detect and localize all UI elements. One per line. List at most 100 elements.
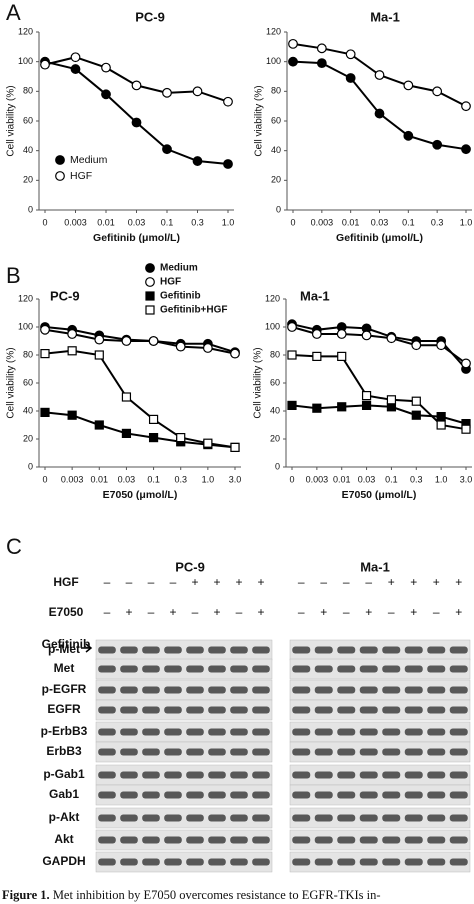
- blot-band: [359, 791, 378, 799]
- caption-label: Figure 1.: [2, 888, 50, 902]
- blot-band: [359, 665, 378, 673]
- x-tick-label: 0.003: [61, 474, 84, 484]
- blot-band: [186, 858, 204, 866]
- marker: [411, 396, 421, 406]
- blot-band: [142, 646, 160, 654]
- blot-band: [208, 728, 226, 736]
- marker: [461, 101, 471, 112]
- condition-sign: –: [343, 605, 350, 619]
- marker: [403, 130, 414, 141]
- x-tick-label: 0.3: [174, 474, 187, 484]
- blot-strip: [95, 851, 273, 873]
- marker: [312, 403, 322, 413]
- marker: [121, 392, 132, 402]
- x-tick-label: 0.003: [64, 217, 87, 227]
- blot-band: [382, 686, 401, 694]
- blot-band: [230, 858, 248, 866]
- blot-band: [230, 814, 248, 822]
- blot-strip: [95, 741, 273, 763]
- y-tick-label: 120: [18, 26, 33, 36]
- x-tick-label: 1.0: [202, 474, 215, 484]
- marker: [337, 402, 347, 412]
- blot-band: [314, 748, 333, 756]
- marker: [287, 350, 297, 360]
- x-axis-label: Gefitinib (μmol/L): [93, 232, 180, 244]
- blot-strip: [95, 784, 273, 806]
- blot-band: [98, 748, 116, 756]
- y-tick-label: 0: [275, 461, 280, 471]
- blot-band: [252, 836, 270, 844]
- blot-band: [98, 646, 116, 654]
- blot-band: [427, 814, 446, 822]
- marker: [55, 155, 65, 165]
- blot-band: [252, 748, 270, 756]
- x-tick-label: 0.01: [97, 217, 115, 227]
- marker: [316, 58, 327, 69]
- blot-band: [292, 791, 311, 799]
- marker: [40, 407, 50, 417]
- condition-sign: –: [365, 575, 372, 589]
- condition-sign: –: [298, 605, 305, 619]
- marker: [411, 410, 421, 420]
- x-axis-label: Gefitinib (μmol/L): [336, 232, 423, 244]
- blot-band: [230, 748, 248, 756]
- blot-band: [230, 836, 248, 844]
- marker: [131, 80, 142, 91]
- y-tick-label: 20: [270, 433, 280, 443]
- blot-band: [314, 836, 333, 844]
- row-label: p-Akt: [49, 810, 80, 824]
- blot-band: [186, 814, 204, 822]
- blot-band: [142, 728, 160, 736]
- blot-band: [359, 748, 378, 756]
- condition-sign: +: [125, 605, 132, 619]
- y-axis-label: Cell viability (%): [253, 347, 264, 418]
- blot-band: [120, 814, 138, 822]
- blot-band: [337, 665, 356, 673]
- blot-band: [186, 686, 204, 694]
- blot-strip: [289, 699, 471, 721]
- chart-title: Ma-1: [300, 288, 330, 303]
- x-tick-label: 0.3: [191, 217, 204, 227]
- marker: [374, 108, 385, 119]
- blot-band: [359, 814, 378, 822]
- condition-sign: +: [320, 605, 327, 619]
- blot-band: [120, 665, 138, 673]
- x-tick-label: 0.03: [118, 474, 136, 484]
- x-axis-label: E7050 (μmol/L): [342, 489, 417, 501]
- marker: [361, 391, 372, 401]
- marker: [176, 433, 186, 443]
- blot-band: [186, 748, 204, 756]
- condition-sign: +: [213, 605, 220, 619]
- marker: [223, 159, 233, 169]
- blot-band: [208, 646, 226, 654]
- blot-band: [208, 771, 226, 779]
- marker: [461, 144, 471, 155]
- blot-band: [404, 686, 423, 694]
- condition-sign: –: [433, 605, 440, 619]
- x-tick-label: 1.0: [435, 474, 448, 484]
- marker: [148, 414, 159, 424]
- blot-band: [449, 665, 468, 673]
- row-label: p-Met: [48, 642, 80, 656]
- marker: [192, 86, 203, 97]
- blot-strip: [95, 807, 273, 829]
- blot-band: [208, 858, 226, 866]
- blot-band: [292, 686, 311, 694]
- marker: [287, 322, 297, 332]
- marker: [461, 358, 471, 369]
- blot-band: [427, 771, 446, 779]
- blot-band: [120, 686, 138, 694]
- blot-band: [449, 686, 468, 694]
- blot-band: [292, 858, 311, 866]
- marker: [131, 117, 142, 128]
- blot-band: [164, 814, 182, 822]
- blot-band: [427, 836, 446, 844]
- condition-sign: +: [455, 575, 462, 589]
- marker: [145, 277, 155, 287]
- marker: [94, 420, 104, 430]
- blot-band: [208, 665, 226, 673]
- blot-band: [164, 748, 182, 756]
- blot-band: [292, 706, 311, 714]
- blot-strip: [289, 658, 471, 680]
- blot-band: [120, 791, 138, 799]
